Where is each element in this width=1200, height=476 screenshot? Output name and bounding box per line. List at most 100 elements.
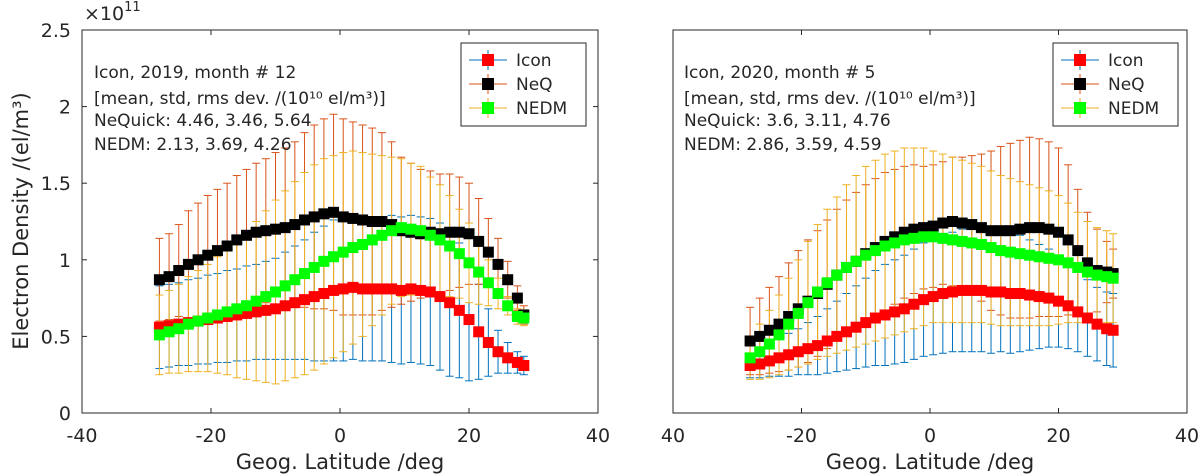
right-marker-nedm	[946, 234, 958, 246]
right-marker-nedm	[831, 269, 843, 281]
left-marker-icon	[250, 306, 262, 318]
right-marker-icon	[1053, 295, 1064, 307]
left-x-tick-label: 40	[586, 425, 610, 447]
left-y-tick-label: 0.5	[41, 326, 71, 348]
left-marker-neq	[511, 292, 523, 304]
right-marker-neq	[773, 318, 785, 330]
left-marker-icon	[270, 303, 281, 315]
left-marker-icon	[473, 326, 485, 338]
left-marker-icon	[376, 283, 388, 295]
left-marker-nedm	[279, 280, 291, 292]
right-legend-entry-neq: NeQ	[1061, 74, 1145, 95]
left-legend-marker-neq	[482, 78, 494, 90]
right-marker-neq	[966, 219, 978, 231]
left-marker-nedm	[424, 229, 436, 241]
left-marker-neq	[308, 211, 320, 223]
right-x-tick-label: 40	[661, 425, 685, 447]
left-marker-nedm	[299, 268, 311, 280]
left-marker-icon	[395, 284, 407, 296]
left-marker-nedm	[221, 306, 233, 318]
right-marker-neq	[763, 324, 775, 336]
right-marker-icon	[1101, 323, 1113, 335]
right-marker-neq	[1033, 222, 1045, 234]
left-marker-icon	[463, 314, 475, 326]
right-marker-neq	[908, 223, 920, 235]
right-x-tick-label: -20	[786, 425, 817, 447]
right-legend-label-icon: Icon	[1108, 51, 1144, 71]
left-marker-nedm	[211, 309, 223, 321]
left-annotation-title: Icon, 2019, month # 12	[94, 63, 296, 83]
right-marker-icon	[1024, 289, 1036, 301]
right-marker-neq	[1024, 222, 1036, 234]
left-marker-icon	[299, 294, 311, 306]
left-x-tick-label: -20	[195, 425, 226, 447]
left-marker-nedm	[202, 312, 214, 324]
left-marker-nedm	[173, 323, 185, 335]
left-marker-icon	[518, 360, 530, 372]
right-x-tick-label: 20	[1046, 425, 1070, 447]
right-marker-icon	[850, 321, 862, 333]
right-marker-nedm	[956, 235, 968, 247]
right-marker-icon	[1014, 288, 1026, 300]
left-marker-nedm	[182, 318, 194, 330]
left-marker-nedm	[453, 248, 465, 260]
right-marker-neq	[995, 225, 1007, 237]
left-marker-icon	[453, 304, 465, 316]
left-marker-neq	[163, 271, 175, 283]
right-marker-icon	[937, 288, 949, 300]
left-marker-nedm	[444, 240, 456, 252]
right-legend-label-nedm: NEDM	[1108, 99, 1159, 119]
right-marker-icon	[763, 355, 775, 367]
right-marker-nedm	[821, 277, 833, 289]
left-marker-neq	[153, 274, 165, 286]
right-marker-nedm	[850, 255, 862, 267]
right-marker-icon	[946, 286, 958, 298]
right-annotation-units: [mean, std, rms dev. /(10¹⁰ el/m³)]	[684, 89, 976, 109]
left-marker-nedm	[328, 251, 340, 263]
right-marker-icon	[985, 286, 997, 298]
right-marker-icon	[1072, 306, 1084, 318]
right-marker-icon	[918, 294, 930, 306]
left-marker-neq	[444, 226, 456, 238]
left-marker-nedm	[518, 312, 530, 324]
right-marker-nedm	[840, 261, 852, 273]
left-marker-nedm	[415, 225, 427, 237]
left-marker-neq	[231, 234, 243, 246]
left-marker-nedm	[308, 261, 320, 273]
right-marker-icon	[840, 326, 852, 338]
right-marker-neq	[1014, 223, 1026, 235]
left-marker-neq	[357, 214, 369, 226]
left-marker-icon	[366, 283, 378, 295]
right-marker-nedm	[1062, 257, 1074, 269]
right-marker-neq	[937, 217, 949, 229]
right-marker-icon	[1091, 318, 1103, 330]
right-marker-icon	[821, 335, 833, 347]
right-legend-marker-nedm	[1074, 102, 1086, 114]
left-marker-icon	[424, 286, 436, 298]
left-marker-neq	[337, 211, 349, 223]
left-marker-neq	[453, 226, 465, 238]
right-marker-nedm	[792, 307, 804, 319]
right-marker-nedm	[1043, 252, 1055, 264]
left-marker-nedm	[163, 326, 175, 338]
right-marker-icon	[802, 343, 814, 355]
right-marker-nedm	[937, 232, 949, 244]
left-marker-icon	[308, 291, 320, 303]
right-marker-nedm	[918, 231, 930, 243]
left-legend-label-icon: Icon	[516, 51, 552, 71]
left-marker-neq	[473, 235, 485, 247]
left-marker-nedm	[482, 277, 494, 289]
left-marker-icon	[492, 346, 504, 358]
right-marker-neq	[754, 330, 766, 342]
right-marker-nedm	[889, 237, 901, 249]
right-marker-nedm	[995, 245, 1007, 257]
left-marker-neq	[202, 249, 214, 261]
left-series-layer	[153, 113, 530, 385]
left-annotation-nequick: NeQuick: 4.46, 3.46, 5.64	[94, 111, 312, 131]
right-marker-nedm	[783, 318, 795, 330]
left-marker-icon	[231, 309, 243, 321]
right-marker-icon	[927, 291, 939, 303]
right-marker-neq	[898, 226, 910, 238]
left-marker-neq	[192, 254, 204, 266]
left-marker-nedm	[153, 329, 165, 341]
